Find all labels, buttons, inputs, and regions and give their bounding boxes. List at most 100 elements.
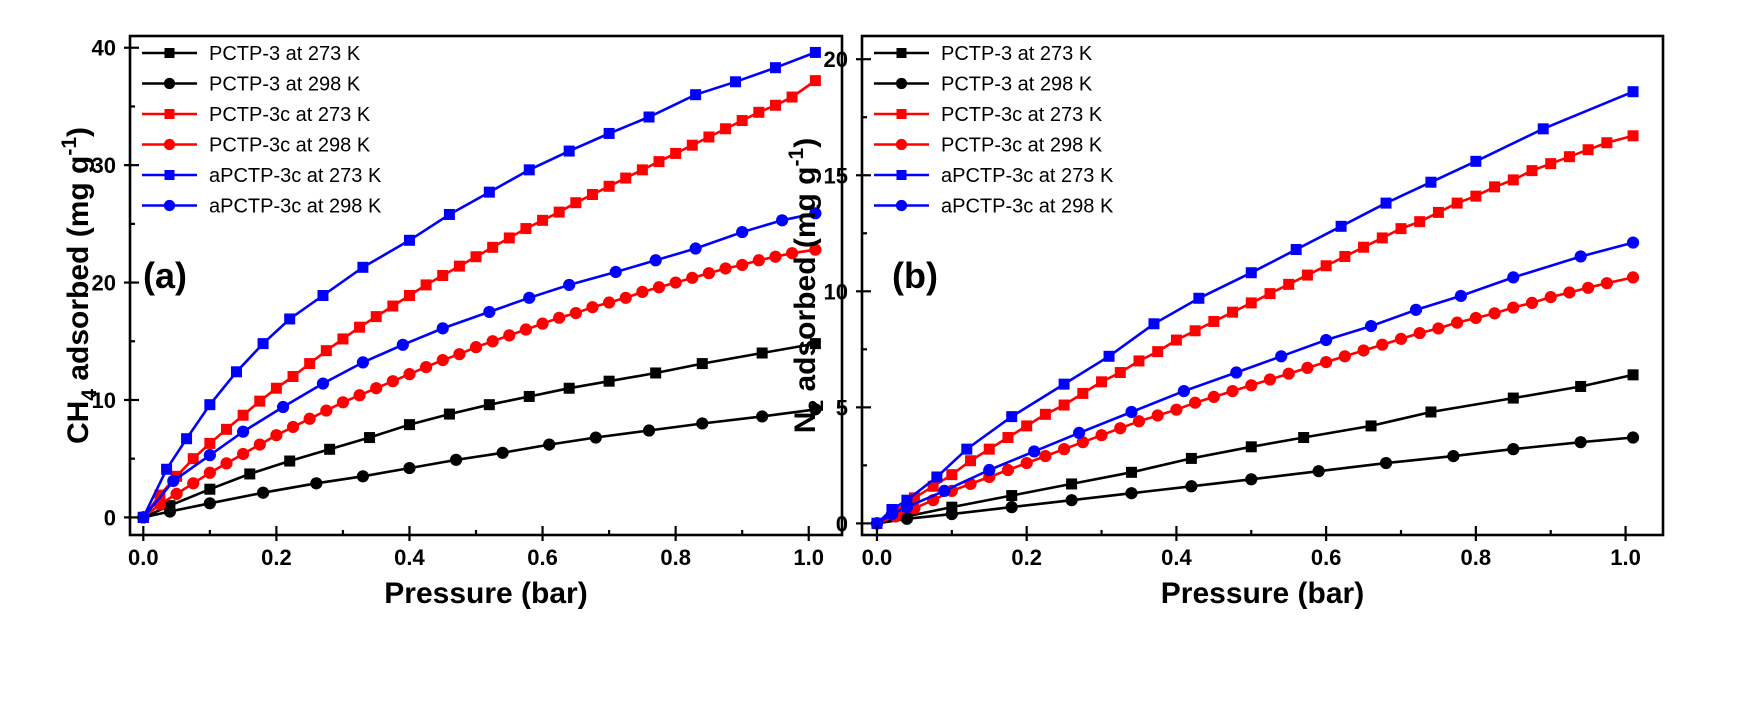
legend-swatch-marker [163,199,176,212]
series-line-pctp-3-at-298-k [876,436,1634,525]
data-point-pctp-3c-at-273-k-27 [1376,232,1388,244]
data-point-pctp-3c-at-298-k-18 [1207,390,1220,404]
y-tick-label: 5 [836,395,848,420]
data-point-pctp-3c-at-273-k-11 [320,345,332,357]
data-point-pctp-3-at-273-k-6 [1185,452,1197,464]
data-point-apctp-3c-at-273-k-16 [1537,123,1549,135]
data-point-apctp-3c-at-298-k-16 [1574,250,1587,263]
data-point-pctp-3c-at-273-k-16 [403,289,415,301]
data-point-apctp-3c-at-298-k-12 [609,265,622,279]
data-point-apctp-3c-at-273-k-11 [1290,244,1302,256]
data-point-pctp-3c-at-273-k-32 [1470,190,1482,202]
data-point-apctp-3c-at-298-k-1 [885,508,899,521]
legend-label: PCTP-3c at 298 K [941,135,1103,157]
data-point-pctp-3c-at-298-k-36 [736,258,749,272]
legend: PCTP-3 at 273 K PCTP-3 at 298 K PCTP-3c at… [142,43,382,218]
data-point-pctp-3-at-298-k-4 [1065,494,1078,507]
data-point-pctp-3c-at-273-k-29 [1414,216,1426,228]
data-point-pctp-3c-at-273-k-31 [653,156,665,168]
data-point-pctp-3c-at-298-k-20 [1245,379,1258,392]
data-point-pctp-3-at-298-k-12 [696,417,709,430]
data-point-pctp-3c-at-298-k-5 [220,457,233,470]
x-axis-title: Pressure (bar) [1161,577,1364,610]
data-point-pctp-3-at-298-k-3 [256,486,270,499]
data-point-apctp-3c-at-273-k-9 [1193,292,1205,304]
data-point-apctp-3c-at-273-k-8 [1148,318,1160,330]
data-point-pctp-3c-at-298-k-14 [1132,415,1146,428]
data-point-pctp-3c-at-273-k-7 [254,395,266,407]
data-point-apctp-3c-at-273-k-4 [230,366,242,378]
data-point-apctp-3c-at-273-k-11 [483,186,495,198]
chart-panel-b: 0.0 0.2 0.4 0.6 0.8 1.0 0 5 10 15 20 Pressure (bar)… [785,34,1665,610]
data-point-apctp-3c-at-298-k-17 [1626,236,1640,249]
data-point-pctp-3c-at-298-k-12 [336,396,350,409]
data-point-apctp-3c-at-273-k-10 [443,208,455,220]
data-point-pctp-3-at-298-k-10 [1447,449,1460,463]
data-point-pctp-3c-at-298-k-24 [1320,355,1333,369]
data-point-pctp-3c-at-298-k-23 [1301,361,1314,374]
data-point-pctp-3c-at-273-k-40 [809,75,821,87]
data-point-apctp-3c-at-273-k-17 [1627,86,1639,98]
data-point-pctp-3-at-273-k-15 [756,347,768,359]
data-point-pctp-3-at-298-k-13 [756,410,769,423]
data-point-pctp-3c-at-273-k-4 [204,437,216,449]
x-tick-label: 0.4 [1161,545,1192,570]
data-point-pctp-3c-at-273-k-20 [470,251,482,263]
data-point-pctp-3c-at-273-k-14 [1133,355,1145,367]
data-point-pctp-3c-at-273-k-38 [769,99,781,111]
legend-item-apctp-3c-at-273-k: aPCTP-3c at 273 K [874,165,1114,187]
legend-label: PCTP-3 at 298 K [209,74,361,96]
data-point-apctp-3c-at-298-k-7 [396,338,409,351]
data-point-apctp-3c-at-273-k-3 [931,471,943,483]
data-point-pctp-3c-at-273-k-18 [1208,315,1220,327]
data-point-pctp-3-at-298-k-5 [1125,487,1138,500]
data-point-pctp-3c-at-273-k-6 [983,443,995,455]
legend-label: aPCTP-3c at 298 K [209,196,382,218]
data-point-apctp-3c-at-273-k-15 [1470,155,1482,167]
data-point-pctp-3c-at-273-k-1 [154,489,166,501]
data-point-apctp-3c-at-273-k-12 [523,164,535,176]
data-point-pctp-3c-at-298-k-9 [286,420,300,434]
series-pctp-3-at-298-k [870,431,1640,530]
legend-item-apctp-3c-at-273-k: aPCTP-3c at 273 K [142,165,382,187]
data-point-pctp-3c-at-273-k-9 [287,370,299,382]
data-point-pctp-3c-at-273-k-24 [1320,260,1332,272]
data-point-apctp-3c-at-298-k-2 [900,501,914,514]
data-point-pctp-3c-at-273-k-22 [1283,278,1295,290]
series-pctp-3c-at-298-k [870,271,1640,530]
data-point-apctp-3c-at-298-k-10 [1275,350,1288,363]
legend-item-pctp-3c-at-273-k: PCTP-3c at 273 K [142,104,371,126]
data-point-apctp-3c-at-273-k-8 [357,261,369,273]
data-point-pctp-3c-at-298-k-40 [809,243,822,256]
data-point-pctp-3c-at-273-k-17 [1189,325,1201,337]
data-point-pctp-3c-at-298-k-14 [370,382,383,395]
data-point-pctp-3c-at-273-k-38 [1582,144,1594,156]
legend-swatch-marker [164,109,175,119]
data-point-pctp-3c-at-273-k-23 [520,223,532,235]
data-point-pctp-3c-at-298-k-35 [1525,296,1539,310]
data-point-pctp-3c-at-273-k-35 [1526,165,1538,177]
data-point-pctp-3-at-273-k-13 [650,367,662,379]
data-point-pctp-3c-at-298-k-29 [619,291,632,304]
data-point-pctp-3-at-298-k-6 [1185,480,1198,493]
data-point-pctp-3c-at-298-k-28 [1394,332,1408,345]
panel-label: (a) [143,255,187,296]
series-line-apctp-3c-at-298-k [142,212,816,519]
data-point-pctp-3c-at-273-k-22 [503,232,515,244]
data-point-pctp-3c-at-298-k-30 [1432,322,1445,335]
x-tick-label: 0.8 [660,545,691,570]
data-point-pctp-3c-at-298-k-24 [536,317,549,330]
data-point-pctp-3c-at-273-k-4 [946,469,958,481]
data-point-apctp-3c-at-273-k-13 [1380,197,1392,209]
x-tick-label: 0.2 [261,545,292,570]
data-point-pctp-3c-at-273-k-12 [337,333,349,345]
data-point-pctp-3c-at-273-k-31 [1451,197,1463,209]
data-point-pctp-3c-at-298-k-11 [320,404,333,417]
data-point-apctp-3c-at-273-k-14 [1425,176,1437,188]
data-point-apctp-3c-at-298-k-0 [870,517,884,530]
legend-swatch-marker [164,170,175,180]
data-point-pctp-3c-at-273-k-37 [753,106,765,118]
data-point-pctp-3c-at-298-k-27 [586,301,599,314]
data-point-pctp-3-at-298-k-14 [809,403,822,416]
